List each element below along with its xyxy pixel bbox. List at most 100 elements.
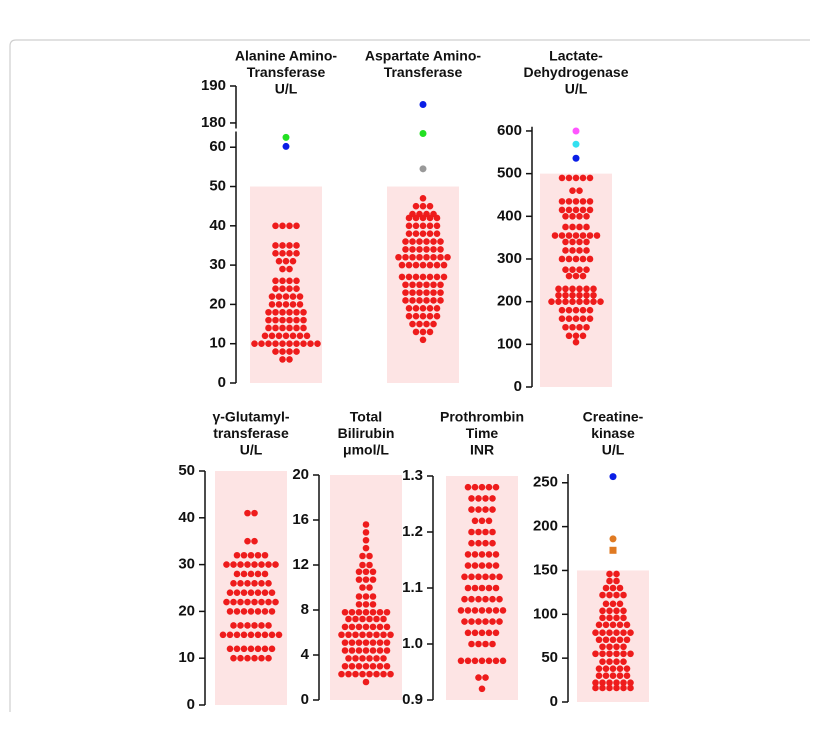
group-title: Creatine- — [583, 409, 644, 425]
data-point — [286, 222, 293, 230]
data-point — [240, 608, 248, 615]
y-tick-label: 300 — [497, 250, 522, 267]
data-point — [616, 665, 624, 672]
data-point — [606, 607, 613, 615]
data-point — [595, 636, 603, 644]
data-point — [423, 297, 430, 304]
data-point — [261, 608, 269, 615]
data-point — [423, 281, 430, 289]
y-tick-label: 50 — [178, 462, 195, 479]
data-point — [362, 593, 370, 600]
data-point — [362, 601, 370, 608]
data-point — [579, 198, 587, 205]
data-point — [468, 640, 475, 648]
data-point — [233, 645, 241, 653]
data-point — [602, 672, 610, 679]
data-point — [366, 552, 373, 560]
data-point — [412, 202, 420, 210]
data-point — [296, 293, 304, 300]
data-point — [572, 315, 580, 323]
data-point — [586, 315, 594, 323]
data-point — [240, 631, 248, 639]
data-point — [620, 643, 627, 651]
data-point — [265, 598, 272, 606]
y-tick-label: 0 — [550, 693, 558, 710]
data-point — [485, 517, 493, 525]
data-point — [282, 332, 290, 340]
data-point — [478, 551, 486, 558]
data-point — [251, 537, 258, 545]
data-point — [613, 684, 620, 692]
data-point — [609, 600, 617, 608]
data-point — [485, 584, 493, 592]
data-point — [475, 506, 482, 513]
data-point — [416, 210, 423, 218]
group-title: Aspartate Amino- — [365, 48, 482, 64]
data-point — [475, 618, 482, 625]
data-point — [268, 301, 276, 308]
data-point — [258, 654, 265, 662]
data-point — [471, 584, 479, 592]
data-point — [251, 580, 258, 587]
data-point — [620, 614, 627, 622]
data-point — [265, 324, 272, 332]
data-point — [419, 195, 427, 202]
data-point — [471, 483, 479, 491]
data-point — [286, 285, 293, 292]
data-point — [478, 607, 486, 614]
group-title: Transferase — [247, 64, 326, 80]
data-point — [620, 607, 627, 615]
data-point — [599, 591, 606, 599]
data-point — [286, 348, 293, 355]
data-point — [376, 647, 384, 654]
data-point — [499, 607, 507, 614]
data-point — [620, 650, 627, 658]
data-point — [412, 230, 420, 237]
data-point — [426, 312, 434, 320]
data-point — [613, 658, 620, 665]
data-point — [261, 570, 269, 578]
data-point — [592, 629, 599, 637]
data-point — [402, 297, 409, 304]
data-point — [583, 298, 590, 305]
data-point — [275, 257, 283, 265]
data-point — [583, 285, 590, 293]
data-point — [613, 591, 620, 599]
data-point — [586, 306, 594, 314]
data-point — [272, 250, 279, 257]
data-point — [572, 206, 580, 214]
data-point — [223, 598, 230, 606]
data-point — [430, 289, 437, 296]
data-point — [366, 584, 373, 591]
group-title: Bilirubin — [338, 425, 395, 441]
data-point — [416, 238, 423, 245]
data-point — [387, 631, 394, 639]
data-point — [461, 573, 468, 581]
data-point — [419, 273, 427, 281]
data-point — [423, 246, 430, 253]
data-point — [272, 348, 279, 355]
group-title: transferase — [213, 425, 289, 441]
data-point — [565, 332, 573, 340]
data-point — [362, 678, 370, 686]
data-point — [430, 238, 437, 245]
data-point — [595, 621, 603, 629]
data-point — [402, 289, 409, 296]
data-point — [579, 255, 587, 263]
data-point — [613, 570, 620, 578]
data-point — [620, 679, 627, 687]
data-point — [369, 601, 377, 608]
data-point — [244, 509, 251, 517]
data-point — [464, 584, 472, 592]
data-point — [562, 213, 569, 220]
data-point — [475, 528, 482, 536]
data-point — [613, 650, 620, 658]
data-point — [437, 253, 444, 261]
data-point — [499, 657, 507, 665]
data-point — [579, 232, 587, 239]
data-point — [423, 253, 430, 261]
data-point — [592, 679, 599, 687]
data-point — [419, 336, 427, 344]
data-point — [606, 658, 613, 665]
data-point — [468, 618, 475, 625]
